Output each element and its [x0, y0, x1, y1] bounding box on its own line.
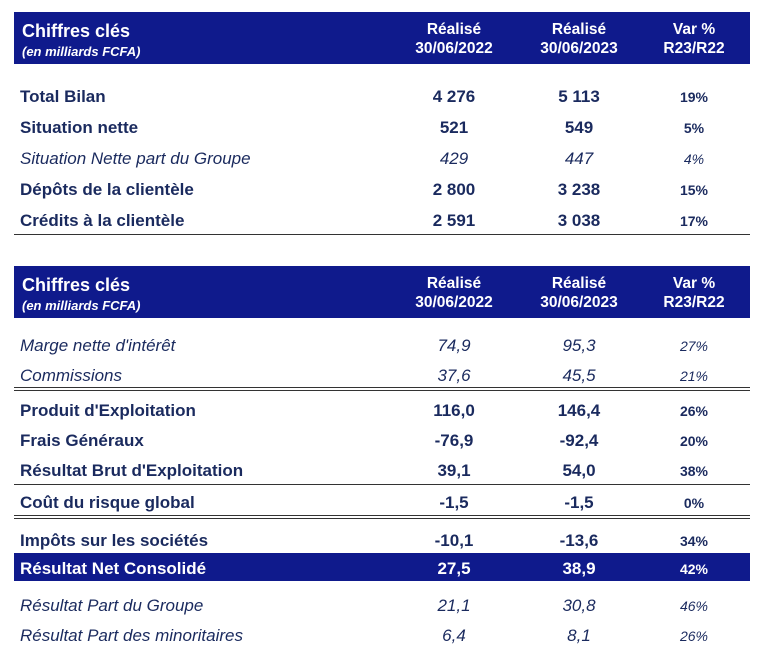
value-2022: 37,6	[437, 366, 471, 385]
value-2023: 3 238	[557, 180, 601, 199]
value-2023: 38,9	[562, 559, 596, 578]
table-row: Frais Généraux -76,9 -92,4 20%	[14, 424, 750, 453]
divider	[14, 484, 750, 485]
variation: 27%	[679, 338, 709, 354]
header-col-2023: Réalisé 30/06/2023	[540, 275, 618, 311]
table-row: Situation nette 521 549 5%	[14, 111, 750, 140]
value-2022: 21,1	[437, 596, 471, 615]
header-col-var: Var % R23/R22	[663, 21, 725, 57]
row-label: Dépôts de la clientèle	[20, 180, 194, 199]
variation: 38%	[679, 463, 709, 479]
variation: 17%	[679, 213, 709, 229]
variation: 26%	[679, 403, 709, 419]
value-2023: 30,8	[562, 596, 596, 615]
value-2023: 95,3	[562, 336, 596, 355]
header-subtitle: (en milliards FCFA)	[22, 44, 141, 59]
value-2023: -13,6	[559, 531, 599, 550]
table-row: Crédits à la clientèle 2 591 3 038 17%	[14, 204, 750, 233]
variation: 21%	[679, 368, 709, 384]
table-row: Résultat Part des minoritaires 6,4 8,1 2…	[14, 619, 750, 648]
value-2022: 2 591	[432, 211, 476, 230]
header-title: Chiffres clés	[22, 21, 131, 41]
variation: 0%	[683, 495, 705, 511]
row-label: Coût du risque global	[20, 493, 195, 512]
table-row: Dépôts de la clientèle 2 800 3 238 15%	[14, 173, 750, 202]
table-row: Produit d'Exploitation 116,0 146,4 26%	[14, 394, 750, 423]
row-label: Résultat Brut d'Exploitation	[20, 461, 244, 480]
header-col-2022: Réalisé 30/06/2022	[415, 275, 493, 311]
value-2023: 45,5	[562, 366, 596, 385]
table-row: Total Bilan 4 276 5 113 19%	[14, 80, 750, 109]
value-2023: 146,4	[557, 401, 601, 420]
value-2023: 5 113	[558, 87, 600, 106]
row-label: Situation nette	[20, 118, 139, 137]
header-col-var: Var % R23/R22	[663, 275, 725, 311]
table-header: Chiffres clés (en milliards FCFA) Réalis…	[14, 12, 750, 64]
row-label: Frais Généraux	[20, 431, 144, 450]
value-2023: 549	[564, 118, 594, 137]
header-col-2022: Réalisé 30/06/2022	[415, 21, 493, 57]
row-label: Crédits à la clientèle	[20, 211, 185, 230]
divider	[14, 234, 750, 235]
row-label: Commissions	[20, 366, 123, 385]
variation: 34%	[679, 533, 709, 549]
variation: 42%	[679, 561, 709, 577]
table-row: Coût du risque global -1,5 -1,5 0%	[14, 486, 750, 515]
double-divider	[14, 387, 750, 391]
double-divider	[14, 515, 750, 519]
value-2022: 39,1	[437, 461, 471, 480]
balance-sheet-table: Chiffres clés (en milliards FCFA) Réalis…	[14, 12, 750, 237]
value-2023: 54,0	[562, 461, 596, 480]
row-label: Résultat Net Consolidé	[20, 559, 207, 578]
row-label: Impôts sur les sociétés	[20, 531, 209, 550]
value-2022: 116,0	[433, 401, 475, 420]
table-row: Résultat Brut d'Exploitation 39,1 54,0 3…	[14, 454, 750, 483]
value-2023: 447	[564, 149, 594, 168]
value-2022: 27,5	[437, 559, 471, 578]
table-row: Situation Nette part du Groupe 429 447 4…	[14, 142, 750, 171]
row-label: Résultat Part des minoritaires	[20, 626, 243, 645]
value-2022: 429	[439, 149, 469, 168]
value-2022: 6,4	[442, 626, 466, 645]
value-2022: 74,9	[437, 336, 471, 355]
variation: 4%	[683, 151, 705, 167]
table-row: Impôts sur les sociétés -10,1 -13,6 34%	[14, 524, 750, 553]
variation: 46%	[679, 598, 709, 614]
table-row-highlight: Résultat Net Consolidé 27,5 38,9 42%	[14, 553, 750, 581]
value-2023: 3 038	[557, 211, 601, 230]
row-label: Situation Nette part du Groupe	[20, 149, 251, 168]
row-label: Produit d'Exploitation	[20, 401, 196, 420]
row-label: Total Bilan	[20, 87, 106, 106]
row-label: Marge nette d'intérêt	[20, 336, 176, 355]
table-header: Chiffres clés (en milliards FCFA) Réalis…	[14, 266, 750, 318]
value-2022: -76,9	[434, 431, 474, 450]
header-title: Chiffres clés	[22, 275, 131, 295]
row-label: Résultat Part du Groupe	[20, 596, 204, 615]
variation: 19%	[679, 89, 709, 105]
variation: 20%	[679, 433, 709, 449]
variation: 5%	[683, 120, 705, 136]
table-row: Commissions 37,6 45,5 21%	[14, 359, 750, 388]
header-col-2023: Réalisé 30/06/2023	[540, 21, 618, 57]
table-row: Résultat Part du Groupe 21,1 30,8 46%	[14, 589, 750, 618]
value-2023: -1,5	[564, 493, 594, 512]
value-2022: -10,1	[434, 531, 474, 550]
value-2023: 8,1	[567, 626, 591, 645]
table-row: Marge nette d'intérêt 74,9 95,3 27%	[14, 329, 750, 358]
income-statement-table: Chiffres clés (en milliards FCFA) Réalis…	[14, 266, 750, 656]
value-2022: -1,5	[439, 493, 469, 512]
value-2022: 521	[439, 118, 469, 137]
variation: 26%	[679, 628, 709, 644]
value-2023: -92,4	[559, 431, 599, 450]
value-2022: 4 276	[432, 87, 476, 106]
value-2022: 2 800	[432, 180, 476, 199]
variation: 15%	[679, 182, 709, 198]
header-subtitle: (en milliards FCFA)	[22, 298, 141, 313]
